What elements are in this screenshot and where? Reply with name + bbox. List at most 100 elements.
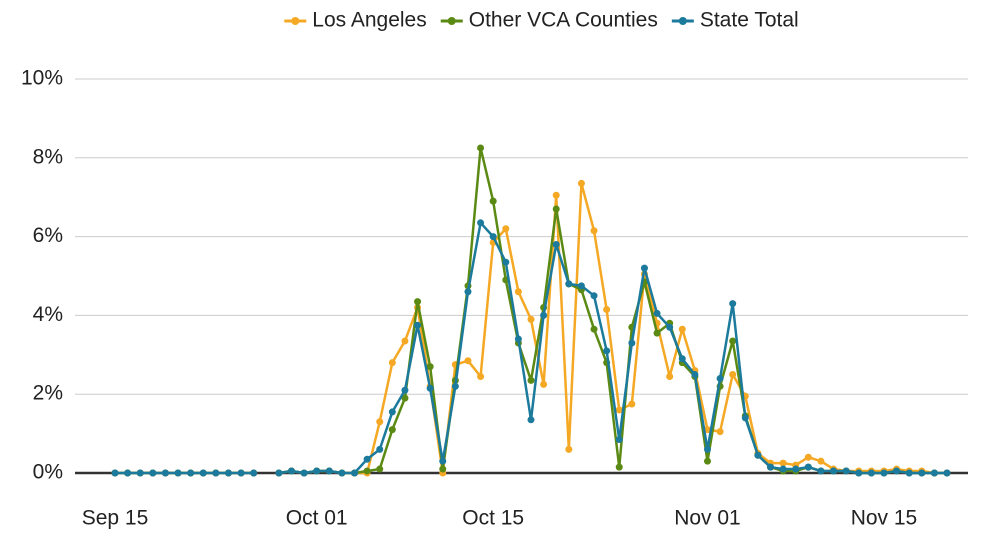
data-point — [502, 258, 510, 266]
data-point — [842, 467, 850, 475]
data-point — [703, 426, 711, 434]
data-point — [111, 469, 119, 477]
x-tick-label: Oct 15 — [462, 507, 524, 530]
data-point — [540, 380, 548, 388]
data-point — [527, 315, 535, 323]
data-point — [502, 225, 510, 233]
data-point — [590, 292, 598, 300]
data-point — [905, 469, 913, 477]
data-point — [527, 416, 535, 424]
data-point — [464, 357, 472, 365]
data-point — [565, 280, 573, 288]
data-point — [779, 465, 787, 473]
y-tick-label: 8% — [33, 145, 63, 168]
data-point — [477, 219, 485, 227]
data-point — [804, 463, 812, 471]
data-point — [703, 445, 711, 453]
data-point — [136, 469, 144, 477]
data-point — [250, 469, 258, 477]
data-point — [552, 191, 560, 199]
data-point — [388, 408, 396, 416]
data-point — [880, 469, 888, 477]
data-point — [817, 467, 825, 475]
data-point — [678, 325, 686, 333]
data-point — [943, 469, 951, 477]
legend: Los Angeles Other VCA Counties State Total — [284, 9, 799, 32]
data-point — [628, 400, 636, 408]
data-point — [477, 372, 485, 380]
data-point — [351, 469, 359, 477]
data-point — [615, 406, 623, 414]
data-point — [287, 467, 295, 475]
legend-label: State Total — [700, 9, 799, 32]
data-point — [565, 445, 573, 453]
data-point — [161, 469, 169, 477]
data-point — [527, 376, 535, 384]
data-point — [792, 465, 800, 473]
data-point — [918, 469, 926, 477]
data-point — [376, 465, 384, 473]
data-point — [855, 469, 863, 477]
data-point — [603, 305, 611, 313]
data-point — [149, 469, 157, 477]
data-point — [477, 144, 485, 152]
data-point — [338, 469, 346, 477]
data-point — [741, 414, 749, 422]
data-point — [514, 288, 522, 296]
data-point — [212, 469, 220, 477]
x-tick-label: Nov 15 — [851, 507, 918, 530]
data-point — [729, 371, 737, 378]
x-tick-label: Oct 01 — [286, 507, 348, 530]
data-point — [577, 282, 585, 290]
data-point — [577, 179, 585, 187]
data-point — [590, 325, 598, 333]
data-point — [300, 469, 308, 477]
legend-swatch-dot — [447, 17, 456, 25]
data-point — [439, 465, 447, 473]
data-point — [615, 463, 623, 471]
data-point — [199, 469, 207, 477]
data-point — [313, 467, 321, 475]
data-point — [691, 371, 699, 378]
data-point — [590, 227, 598, 235]
data-point — [489, 197, 497, 205]
data-point — [930, 469, 938, 477]
series-line — [115, 146, 947, 475]
data-point — [187, 469, 195, 477]
data-point — [716, 374, 724, 382]
y-tick-label: 0% — [33, 461, 63, 484]
data-point — [640, 264, 648, 272]
data-point — [540, 311, 548, 319]
legend-label: Los Angeles — [312, 9, 426, 32]
y-tick-label: 6% — [33, 224, 63, 247]
data-point — [729, 300, 737, 308]
data-point — [817, 457, 825, 465]
data-point — [703, 457, 711, 465]
data-point — [489, 233, 497, 241]
data-point — [124, 469, 132, 477]
data-point — [451, 382, 459, 390]
data-point — [464, 288, 472, 296]
legend-label: Other VCA Counties — [469, 9, 658, 32]
data-point — [653, 309, 661, 317]
data-point — [716, 428, 724, 436]
data-point — [603, 347, 611, 355]
legend-swatch-dot — [678, 17, 687, 25]
data-point — [401, 337, 409, 345]
data-point — [224, 469, 232, 477]
data-point — [401, 394, 409, 402]
data-point — [325, 467, 333, 475]
series-line — [115, 221, 947, 475]
data-point — [653, 329, 661, 337]
data-point — [615, 436, 623, 444]
data-point — [426, 384, 434, 392]
data-point — [275, 469, 283, 477]
data-point — [666, 323, 674, 331]
data-point — [893, 467, 901, 475]
data-point — [439, 457, 447, 465]
data-point — [237, 469, 245, 477]
data-point — [628, 339, 636, 347]
data-point — [426, 363, 434, 371]
data-point — [514, 335, 522, 343]
